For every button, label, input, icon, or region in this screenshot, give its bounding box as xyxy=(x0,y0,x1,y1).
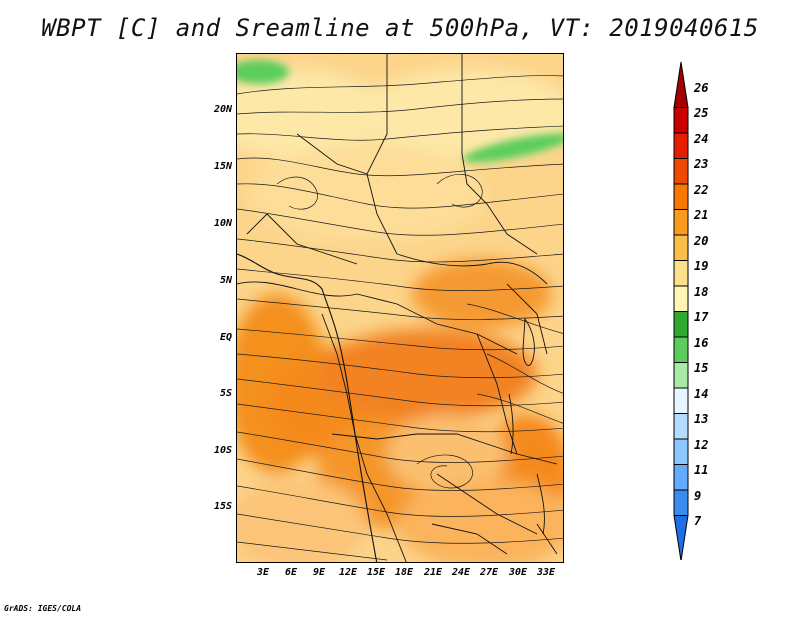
colorbar-segment xyxy=(673,61,689,108)
colorbar-segment xyxy=(673,285,689,312)
lat-label-5s: 5S xyxy=(219,388,232,399)
colorbar-segment xyxy=(673,489,689,516)
colorbar-segment xyxy=(673,413,689,440)
colorbar-segment xyxy=(673,464,689,491)
colorbar-segment xyxy=(673,158,689,185)
colorbar-segment xyxy=(673,311,689,338)
colorbar-label-25: 25 xyxy=(694,106,709,120)
colorbar-segment xyxy=(673,209,689,236)
lon-label-9e: 9E xyxy=(312,567,326,578)
wbpt-field-map xyxy=(237,54,563,562)
lon-label-21e: 21E xyxy=(423,567,443,578)
lat-label-15s: 15S xyxy=(213,501,232,512)
lon-label-33e: 33E xyxy=(536,567,556,578)
lon-label-6e: 6E xyxy=(284,567,298,578)
colorbar-label-7: 7 xyxy=(694,514,702,528)
colorbar-label-12: 12 xyxy=(694,438,709,452)
lon-label-18e: 18E xyxy=(394,567,414,578)
colorbar-segment xyxy=(673,438,689,465)
colorbar-label-20: 20 xyxy=(694,234,709,248)
colorbar-segment xyxy=(673,515,689,560)
lat-label-eq: EQ xyxy=(219,332,232,343)
colorbar-label-18: 18 xyxy=(694,285,709,299)
lat-label-20n: 20N xyxy=(213,104,232,115)
colorbar xyxy=(673,61,689,560)
lon-label-3e: 3E xyxy=(256,567,270,578)
lat-label-15n: 15N xyxy=(213,161,232,172)
lon-label-24e: 24E xyxy=(451,567,471,578)
colorbar-segment xyxy=(673,387,689,414)
colorbar-label-19: 19 xyxy=(694,259,709,273)
colorbar-label-15: 15 xyxy=(694,361,709,375)
colorbar-segment xyxy=(673,362,689,389)
colorbar-segment xyxy=(673,234,689,261)
colorbar-segment xyxy=(673,107,689,134)
lon-label-15e: 15E xyxy=(366,567,386,578)
grads-credit: GrADS: IGES/COLA xyxy=(4,604,82,613)
streamlines xyxy=(237,75,563,561)
colorbar-label-14: 14 xyxy=(694,387,709,401)
lat-label-5n: 5N xyxy=(219,275,232,286)
colorbar-segment xyxy=(673,260,689,287)
lon-label-30e: 30E xyxy=(508,567,528,578)
colorbar-label-21: 21 xyxy=(694,208,709,222)
lon-label-12e: 12E xyxy=(338,567,358,578)
country-borders xyxy=(237,54,558,562)
lon-label-27e: 27E xyxy=(479,567,499,578)
colorbar-label-23: 23 xyxy=(694,157,709,171)
colorbar-label-26: 26 xyxy=(694,81,709,95)
lat-label-10n: 10N xyxy=(213,218,232,229)
colorbar-label-9: 9 xyxy=(694,489,702,503)
colorbar-segment xyxy=(673,183,689,210)
coastline xyxy=(237,253,378,562)
green-patches xyxy=(237,60,563,163)
colorbar-label-22: 22 xyxy=(694,183,709,197)
chart-title: WBPT [C] and Sreamline at 500hPa, VT: 20… xyxy=(41,14,759,42)
lakes xyxy=(508,317,545,535)
colorbar-segment xyxy=(673,132,689,159)
colorbar-label-24: 24 xyxy=(694,132,709,146)
colorbar-label-11: 11 xyxy=(694,463,709,477)
colorbar-segment xyxy=(673,336,689,363)
field-shading xyxy=(237,69,563,562)
colorbar-label-17: 17 xyxy=(694,310,709,324)
map-panel xyxy=(236,53,564,563)
colorbar-label-13: 13 xyxy=(694,412,709,426)
colorbar-label-16: 16 xyxy=(694,336,709,350)
lat-label-10s: 10S xyxy=(213,445,232,456)
